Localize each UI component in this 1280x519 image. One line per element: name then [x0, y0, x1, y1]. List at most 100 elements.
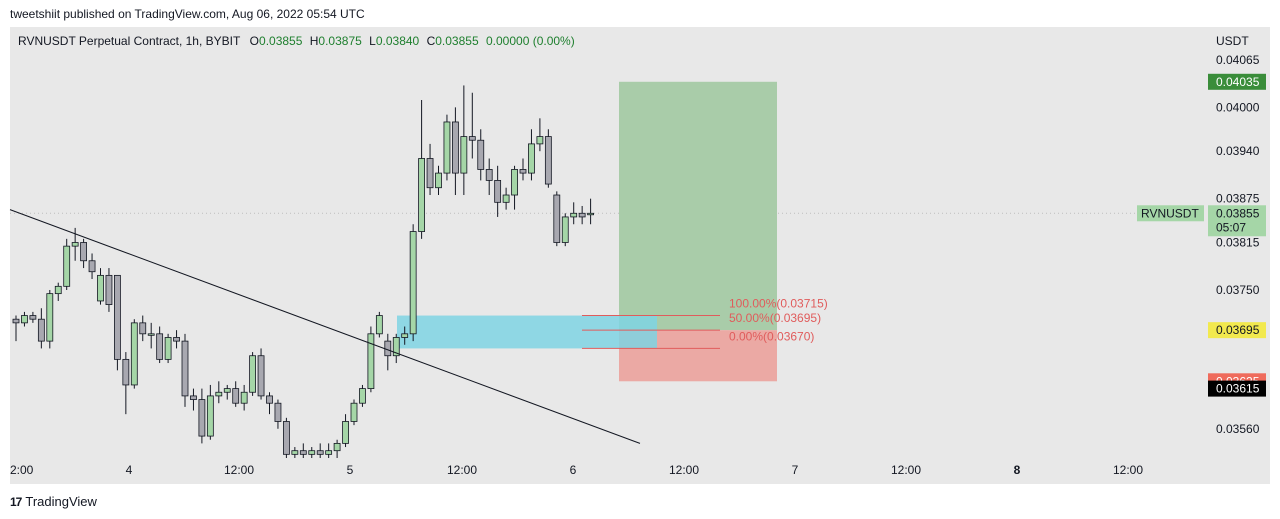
- legend-symbol: RVNUSDT Perpetual Contract, 1h, BYBIT: [18, 34, 241, 48]
- candle-body-27: [240, 391, 248, 404]
- candle-body-31: [274, 402, 282, 422]
- candle-body-20: [181, 340, 189, 397]
- candle-body-18: [164, 337, 172, 360]
- legend-open-label: O: [249, 34, 260, 48]
- price-tag-time-1: 05:07: [1216, 220, 1246, 234]
- candle-body-49: [426, 158, 434, 189]
- ohlc-legend: RVNUSDT Perpetual Contract, 1h, BYBIT O 0…: [18, 34, 579, 48]
- x-tick-7: 7: [792, 463, 799, 477]
- candle-body-56: [485, 169, 493, 181]
- candle-body-28: [249, 355, 257, 393]
- trendline: [9, 209, 641, 444]
- candle-body-12: [114, 274, 121, 360]
- price-tag-1: 0.03855: [1216, 206, 1260, 220]
- legend-close: 0.03855: [435, 34, 479, 48]
- price-tag-bg-0: [1208, 73, 1266, 90]
- candle-body-9: [88, 260, 96, 273]
- candle-body-66: [570, 212, 578, 218]
- x-tick-10: 12:00: [1113, 463, 1143, 477]
- x-tick-2: 12:00: [224, 463, 254, 477]
- candle-body-37: [325, 450, 333, 455]
- candle-body-6: [63, 245, 71, 287]
- tradingview-brand[interactable]: 17 TradingView: [10, 494, 97, 509]
- fib-label-0: 100.00%(0.03715): [729, 297, 828, 311]
- candle-body-8: [80, 242, 87, 262]
- candle-body-26: [232, 388, 240, 404]
- x-tick-1: 4: [126, 463, 133, 477]
- fib-label-2: 0.00%(0.03670): [729, 329, 814, 343]
- y-tick-4: 0.03815: [1216, 236, 1260, 250]
- price-tag-2: 0.03695: [1216, 323, 1260, 337]
- candle-body-0: [12, 318, 20, 324]
- candle-body-19: [173, 337, 180, 342]
- candle-body-24: [215, 391, 223, 397]
- candle-body-51: [443, 121, 451, 174]
- candle-body-23: [206, 395, 214, 437]
- candle-body-4: [46, 293, 54, 342]
- candle-body-21: [190, 395, 197, 400]
- price-tag-bg-4: [1208, 380, 1266, 397]
- target-zone: [619, 81, 777, 331]
- candle-body-38: [333, 442, 341, 452]
- candle-body-3: [37, 318, 45, 342]
- legend-low-label: L: [369, 34, 376, 48]
- candle-body-14: [130, 322, 138, 386]
- candle-body-11: [105, 274, 113, 305]
- candle-body-57: [494, 180, 502, 203]
- demand-zone: [397, 315, 657, 349]
- publish-header: tweetshiit published on TradingView.com,…: [10, 7, 365, 21]
- candle-body-15: [139, 322, 147, 335]
- candle-body-64: [553, 194, 561, 243]
- candle-body-34: [299, 450, 307, 455]
- y-tick-1: 0.04000: [1216, 100, 1260, 114]
- x-tick-0: 2:00: [10, 463, 34, 477]
- candle-body-45: [392, 337, 400, 357]
- y-tick-0: 0.04065: [1216, 53, 1260, 67]
- candle-body-67: [578, 212, 586, 218]
- legend-high: 0.03875: [318, 34, 362, 48]
- x-tick-9: 8: [1014, 463, 1021, 477]
- candle-body-22: [198, 399, 206, 437]
- brand-label: TradingView: [25, 494, 97, 509]
- y-tick-5: 0.03750: [1216, 283, 1260, 297]
- candle-body-35: [308, 450, 316, 455]
- candle-body-62: [536, 136, 544, 145]
- candle-body-32: [282, 421, 290, 455]
- candle-body-55: [477, 139, 485, 170]
- candle-body-5: [54, 285, 62, 295]
- candle-body-50: [435, 172, 442, 189]
- candle-body-60: [519, 169, 527, 174]
- y-tick-3: 0.03875: [1216, 192, 1260, 206]
- candle-body-30: [266, 395, 273, 404]
- x-tick-3: 5: [347, 463, 354, 477]
- candle-body-39: [342, 421, 349, 444]
- candle-body-58: [502, 194, 510, 203]
- candle-body-65: [561, 216, 569, 243]
- candle-body-13: [122, 358, 130, 386]
- legend-low: 0.03840: [375, 34, 420, 48]
- candle-body-33: [291, 450, 299, 455]
- candle-body-53: [460, 136, 468, 174]
- axis-currency[interactable]: USDT: [1216, 34, 1249, 48]
- symbol-tag-bg: [1137, 205, 1204, 222]
- candle-body-1: [21, 315, 28, 324]
- symbol-tag: RVNUSDT: [1141, 206, 1199, 220]
- candle-body-59: [511, 169, 518, 196]
- candle-body-16: [147, 333, 155, 336]
- candle-body-68: [587, 212, 594, 216]
- legend-close-label: C: [426, 34, 436, 48]
- tradingview-logo-icon: 17: [10, 494, 22, 509]
- price-tag-bg-1: [1208, 205, 1266, 237]
- candle-body-10: [97, 274, 104, 302]
- x-tick-8: 12:00: [891, 463, 921, 477]
- candle-body-17: [156, 333, 164, 360]
- candle-body-41: [359, 388, 366, 404]
- candle-body-43: [375, 315, 383, 335]
- price-tag-bg-2: [1208, 322, 1266, 339]
- x-tick-4: 12:00: [447, 463, 477, 477]
- fib-label-1: 50.00%(0.03695): [729, 311, 821, 325]
- candle-body-48: [418, 158, 426, 232]
- price-tag-4: 0.03615: [1216, 382, 1260, 396]
- candle-body-46: [401, 333, 409, 338]
